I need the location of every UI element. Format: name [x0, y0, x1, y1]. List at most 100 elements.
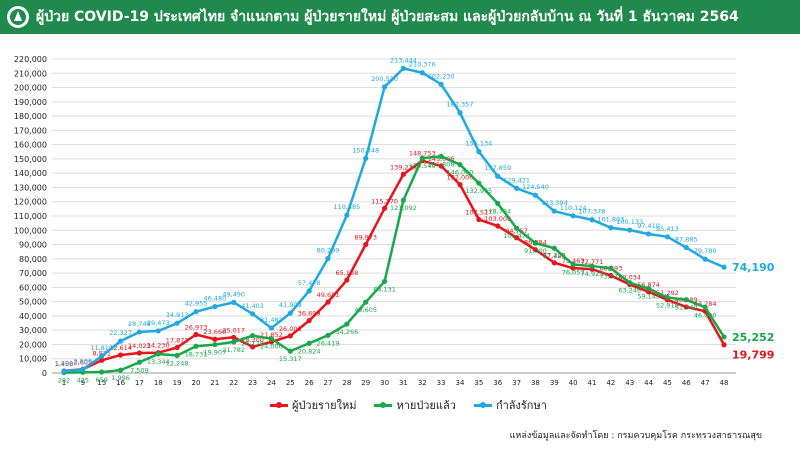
data-point-2: [589, 217, 595, 223]
data-label-2: 137,859: [484, 164, 511, 172]
legend-item-new-cases: ผู้ป่วยรายใหม่: [270, 396, 356, 414]
data-label-1: 46,000: [694, 311, 717, 319]
data-label-0: 89,973: [354, 234, 377, 242]
data-label-0: 73,463: [562, 257, 585, 265]
data-label-1: 26,419: [317, 339, 340, 347]
y-tick-label: 100,000: [14, 226, 47, 235]
data-point-1: [268, 336, 275, 342]
data-label-1: 87,420: [543, 252, 566, 260]
data-label-1: 63,246: [618, 287, 641, 295]
data-point-1: [476, 180, 482, 186]
data-point-0: [136, 350, 143, 356]
data-point-0: [287, 333, 293, 339]
data-point-2: [306, 288, 312, 294]
legend-green-line-icon: [374, 401, 393, 408]
y-tick-label: 150,000: [14, 155, 47, 164]
y-tick-label: 70,000: [19, 269, 47, 278]
data-label-0: 8,921: [92, 349, 111, 357]
x-tick-label: 16: [116, 379, 125, 387]
x-tick-label: 21: [210, 379, 219, 387]
data-point-2: [155, 328, 161, 334]
data-label-0: 12,614: [109, 344, 132, 352]
data-point-2: [212, 304, 218, 310]
data-label-2: 200,510: [371, 75, 398, 83]
covid-line-chart: 0 10,000 20,000 30,000 40,000 50,000 60,000 70,…: [14, 55, 775, 387]
legend-item-recovered: หายป่วยแล้ว: [374, 396, 456, 414]
data-label-0: 14,023: [128, 342, 151, 350]
series-line-2: [63, 67, 725, 373]
data-label-2: 57,478: [298, 279, 321, 287]
data-point-1: [457, 162, 463, 168]
x-tick-label: 45: [663, 379, 672, 387]
data-point-1: [664, 294, 671, 301]
x-tick-label: 35: [474, 379, 483, 387]
data-label-1: 20,824: [298, 347, 321, 355]
data-point-2: [381, 84, 388, 90]
legend-label-active: กำลังรักษา: [495, 399, 547, 412]
data-label-0: 1,458: [55, 360, 74, 368]
data-point-0: [231, 334, 237, 340]
data-label-2: 49,490: [222, 290, 245, 298]
data-point-0: [513, 235, 520, 241]
y-tick-label: 20,000: [19, 340, 47, 349]
y-tick-label: 170,000: [14, 126, 47, 135]
data-point-1: [438, 153, 444, 159]
data-point-2: [80, 366, 86, 373]
x-tick-label: 9: [81, 379, 85, 387]
data-label-0: 26,003: [279, 325, 302, 333]
x-tick-label: 37: [512, 379, 521, 387]
data-label-0: 2,605: [74, 358, 93, 366]
data-point-1: [683, 297, 689, 303]
data-label-0: 148,753: [409, 150, 436, 158]
data-label-0: 23,660: [203, 328, 226, 336]
x-tick-label: 19: [173, 379, 182, 387]
data-label-1: 101,474: [503, 232, 530, 240]
data-point-2: [495, 173, 501, 179]
data-label-0: 132,000: [447, 174, 474, 182]
y-tick-label: 90,000: [19, 241, 47, 250]
x-tick-label: 46: [682, 379, 691, 387]
data-point-2: [325, 255, 331, 261]
data-label-1: 12,248: [166, 360, 189, 368]
data-label-1: 659: [96, 376, 108, 384]
data-label-1: 282: [58, 377, 70, 385]
x-tick-label: 34: [456, 379, 465, 387]
data-label-0: 65,158: [335, 269, 358, 277]
y-tick-label: 60,000: [19, 283, 47, 292]
data-point-0: [174, 344, 180, 351]
data-point-2: [457, 110, 463, 116]
data-point-2: [61, 368, 67, 374]
x-tick-label: 43: [625, 379, 634, 387]
data-label-2: 107,378: [579, 208, 606, 216]
data-label-1: 59,143: [637, 293, 660, 301]
x-tick-label: 29: [361, 379, 370, 387]
data-point-1: [155, 351, 161, 357]
data-point-1: [513, 225, 520, 231]
data-point-0: [721, 342, 727, 348]
data-point-0: [495, 223, 501, 229]
data-point-0: [438, 163, 444, 169]
y-tick-label: 180,000: [14, 112, 47, 121]
x-tick-label: 22: [229, 379, 238, 387]
data-point-1: [381, 278, 388, 285]
data-point-2: [476, 148, 482, 155]
data-label-0: 139,235: [390, 163, 417, 171]
data-label-1: 91,000: [524, 247, 547, 255]
data-point-1: [99, 369, 105, 375]
x-tick-label: 30: [380, 379, 389, 387]
data-label-2: 110,124: [560, 204, 587, 212]
x-tick-label: 25: [286, 379, 295, 387]
x-tick-label: 41: [588, 379, 597, 387]
x-tick-label: 23: [248, 379, 257, 387]
x-tick-label: 36: [493, 379, 502, 387]
data-label-2: 213,444: [390, 56, 417, 64]
data-point-1: [495, 200, 501, 207]
data-point-2: [438, 81, 444, 87]
data-label-1: 24,000: [260, 343, 283, 351]
data-point-2: [683, 244, 689, 251]
data-label-1: 13,344: [147, 358, 170, 366]
data-label-1: 49,605: [354, 306, 377, 314]
data-label-1: 76,057: [562, 268, 585, 276]
data-point-0: [457, 182, 463, 188]
data-point-2: [532, 192, 539, 198]
